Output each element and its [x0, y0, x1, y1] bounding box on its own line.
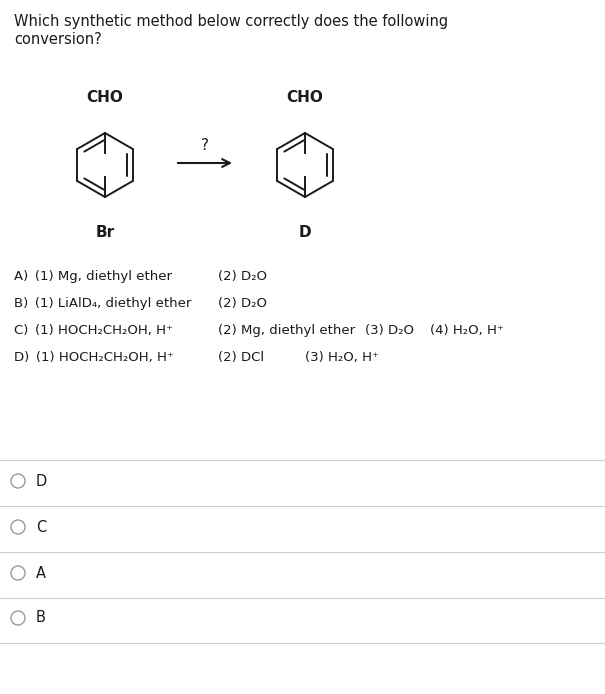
Text: CHO: CHO	[287, 90, 324, 105]
Text: D: D	[36, 473, 47, 489]
Text: Br: Br	[96, 225, 114, 240]
Text: A: A	[36, 566, 46, 580]
Text: B) (1) LiAlD₄, diethyl ether: B) (1) LiAlD₄, diethyl ether	[14, 297, 191, 310]
Text: D: D	[299, 225, 312, 240]
Text: ?: ?	[201, 138, 209, 153]
Text: Which synthetic method below correctly does the following: Which synthetic method below correctly d…	[14, 14, 448, 29]
Text: (2) D₂O: (2) D₂O	[218, 270, 267, 283]
Text: conversion?: conversion?	[14, 32, 102, 47]
Text: CHO: CHO	[87, 90, 123, 105]
Text: (3) D₂O: (3) D₂O	[365, 324, 414, 337]
Text: (2) Mg, diethyl ether: (2) Mg, diethyl ether	[218, 324, 355, 337]
Text: D) (1) HOCH₂CH₂OH, H⁺: D) (1) HOCH₂CH₂OH, H⁺	[14, 351, 174, 364]
Text: B: B	[36, 611, 46, 625]
Text: (2) DCl: (2) DCl	[218, 351, 264, 364]
Text: A) (1) Mg, diethyl ether: A) (1) Mg, diethyl ether	[14, 270, 172, 283]
Text: (2) D₂O: (2) D₂O	[218, 297, 267, 310]
Text: (4) H₂O, H⁺: (4) H₂O, H⁺	[430, 324, 504, 337]
Text: C) (1) HOCH₂CH₂OH, H⁺: C) (1) HOCH₂CH₂OH, H⁺	[14, 324, 173, 337]
Text: C: C	[36, 520, 46, 534]
Text: (3) H₂O, H⁺: (3) H₂O, H⁺	[305, 351, 379, 364]
